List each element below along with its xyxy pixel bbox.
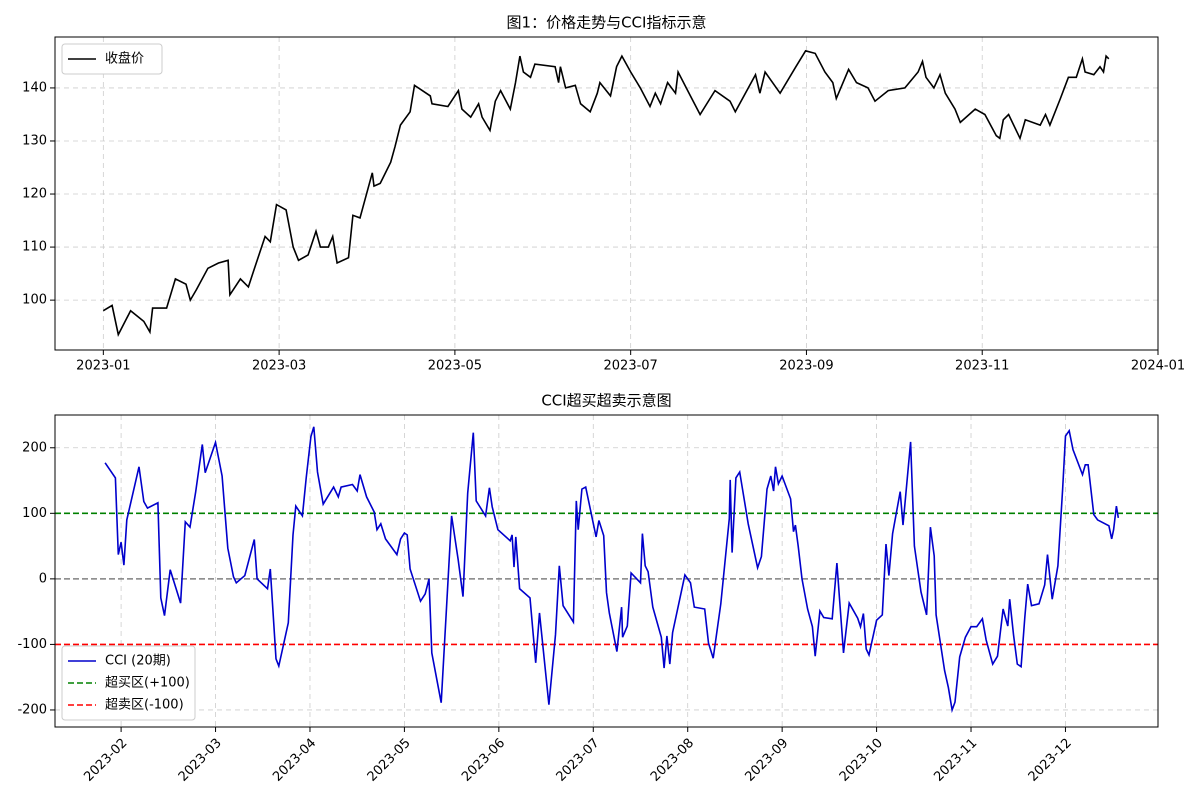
x-tick-label: 2023-08	[648, 736, 697, 785]
legend-label: CCI (20期)	[105, 654, 171, 669]
x-tick-label: 2023-11	[955, 359, 1009, 374]
x-tick-label: 2023-11	[931, 736, 980, 785]
y-tick-label: 0	[39, 571, 47, 586]
x-tick-label: 2023-03	[252, 359, 306, 374]
legend-label: 收盘价	[105, 51, 144, 67]
data-line	[104, 426, 1120, 714]
x-tick-label: 2023-04	[270, 736, 319, 785]
data-line	[102, 49, 1110, 337]
x-tick-label: 2023-07	[554, 736, 603, 785]
y-tick-label: -100	[17, 637, 47, 652]
y-tick-label: 100	[22, 293, 47, 308]
plot-frame	[54, 36, 1159, 351]
x-tick-label: 2023-09	[779, 359, 833, 374]
x-tick-label: 2023-07	[604, 359, 658, 374]
x-tick-label: 2024-01	[1131, 359, 1185, 374]
plot-frame	[54, 414, 1159, 728]
x-tick-label: 2023-12	[1026, 736, 1075, 785]
legend-label: 超卖区(-100)	[105, 698, 184, 713]
y-tick-label: 140	[22, 80, 47, 95]
legend: 收盘价	[61, 43, 163, 75]
y-tick-label: 200	[22, 440, 47, 455]
y-tick-label: 120	[22, 187, 47, 202]
x-tick-label: 2023-02	[81, 736, 130, 785]
legend-box	[61, 645, 196, 721]
x-tick-label: 2023-09	[742, 736, 791, 785]
x-tick-label: 2023-10	[837, 736, 886, 785]
chart-title: 图1：价格走势与CCI指标示意	[507, 14, 707, 32]
x-tick-label: 2023-05	[428, 359, 482, 374]
legend: CCI (20期) 超买区(+100) 超卖区(-100)	[61, 645, 196, 721]
legend-label: 超买区(+100)	[105, 676, 190, 691]
x-tick-label: 2023-01	[76, 359, 130, 374]
chart-title: CCI超买超卖示意图	[541, 392, 671, 410]
y-tick-label: 130	[22, 133, 47, 148]
x-tick-label: 2023-03	[176, 736, 225, 785]
y-tick-label: -200	[17, 702, 47, 717]
x-tick-label: 2023-05	[365, 736, 414, 785]
legend-box	[61, 43, 163, 75]
x-tick-label: 2023-06	[459, 736, 508, 785]
y-tick-label: 100	[22, 506, 47, 521]
y-tick-label: 110	[22, 240, 47, 255]
